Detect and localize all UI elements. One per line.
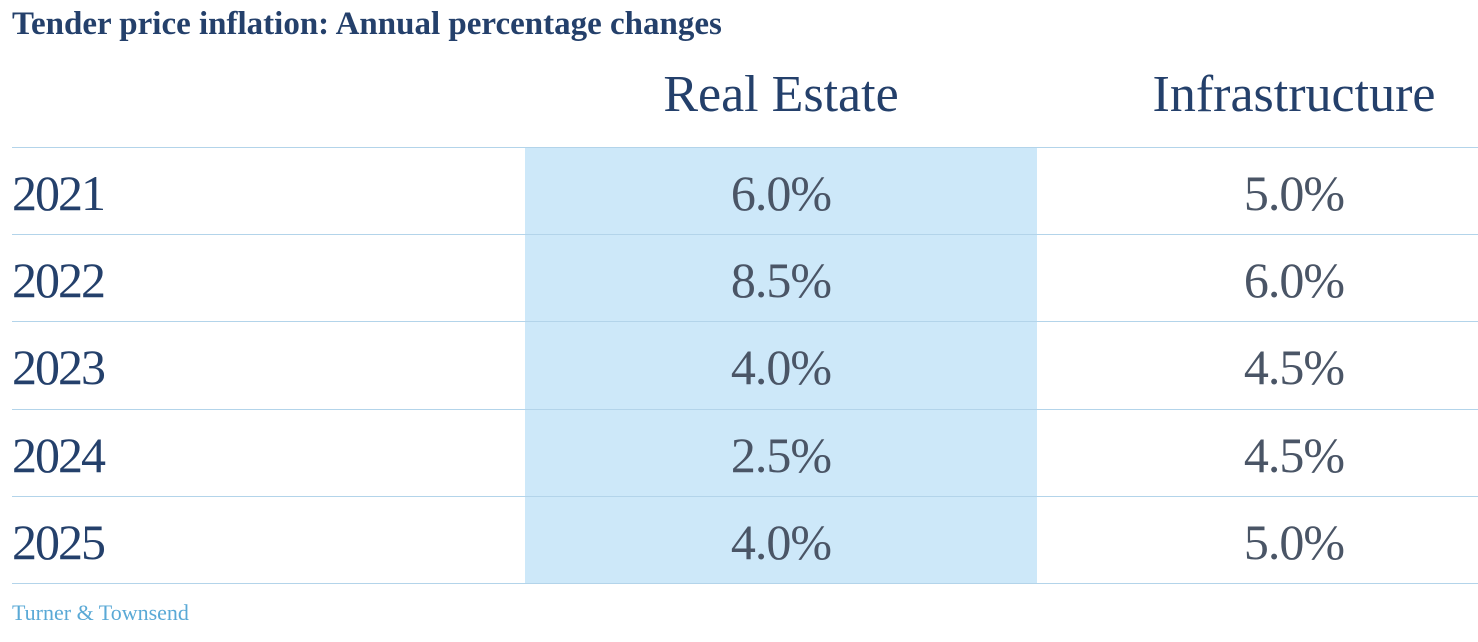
row-year-label: 2021 (12, 165, 106, 221)
table-row: 2024 2.5% 4.5% (0, 409, 1478, 496)
real-estate-value: 6.0% (730, 165, 832, 221)
chart-title: Tender price inflation: Annual percentag… (12, 6, 722, 42)
infrastructure-value: 5.0% (1243, 513, 1345, 570)
table-row: 2023 4.0% 4.5% (0, 321, 1478, 408)
row-year-label: 2025 (12, 513, 106, 570)
row-divider (12, 234, 1478, 235)
infrastructure-value: 4.5% (1243, 339, 1345, 396)
real-estate-column-highlight (525, 147, 1037, 583)
source-credit: Turner & Townsend (12, 600, 189, 625)
infrastructure-value: 4.5% (1243, 426, 1345, 483)
column-header-real-estate: Real Estate (663, 66, 899, 123)
column-header-infrastructure: Infrastructure (1152, 66, 1436, 123)
real-estate-value: 2.5% (730, 426, 832, 483)
row-year-label: 2022 (12, 252, 106, 309)
row-divider (12, 583, 1478, 584)
row-divider (12, 496, 1478, 497)
table-row: 2022 8.5% 6.0% (0, 234, 1478, 321)
row-divider (12, 409, 1478, 410)
real-estate-value: 8.5% (730, 252, 832, 309)
table-row: 2025 4.0% 5.0% (0, 496, 1478, 583)
real-estate-value: 4.0% (730, 513, 832, 570)
row-divider (12, 147, 1478, 148)
row-year-label: 2023 (12, 339, 106, 396)
table-row: 2021 6.0% 5.0% (0, 147, 1478, 234)
infrastructure-value: 6.0% (1243, 252, 1345, 309)
row-divider (12, 321, 1478, 322)
real-estate-value: 4.0% (730, 339, 832, 396)
row-year-label: 2024 (12, 426, 106, 483)
infrastructure-value: 5.0% (1243, 165, 1345, 221)
